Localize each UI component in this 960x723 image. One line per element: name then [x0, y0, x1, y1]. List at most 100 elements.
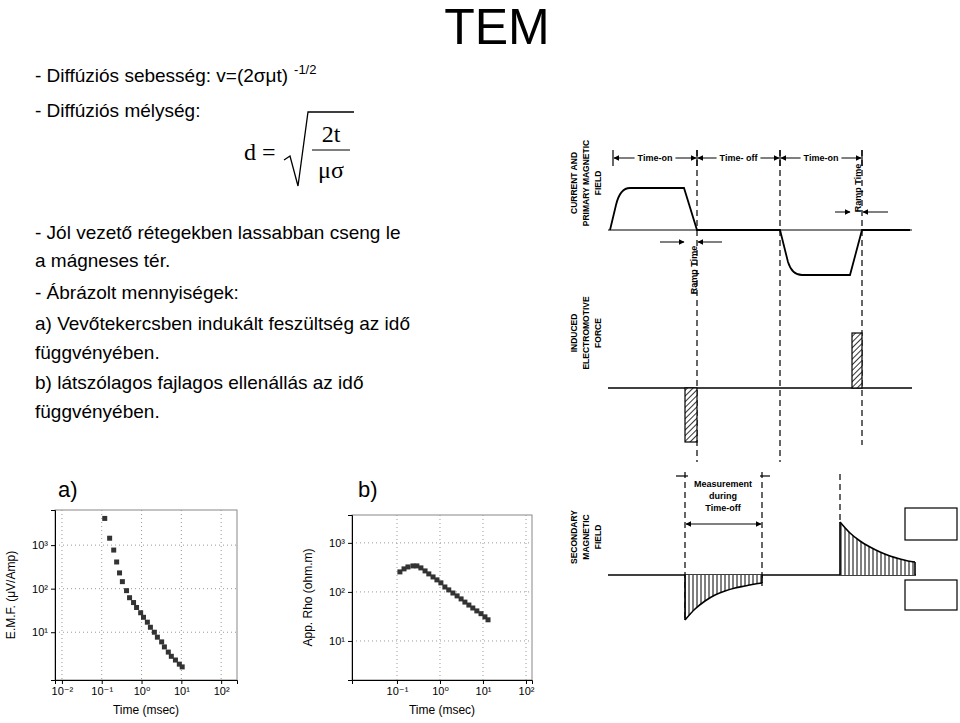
measurement-arrow: [686, 524, 761, 525]
fraction-bar: [312, 149, 350, 150]
y-tick-mark: [51, 589, 55, 590]
formula-eq: =: [262, 139, 276, 165]
x-tick-mark: [440, 680, 441, 684]
text-line: - Jól vezető rétegekben lassabban cseng …: [35, 222, 400, 243]
decay-area: [685, 575, 762, 620]
primary-waveform: [610, 188, 910, 275]
data-point: [127, 595, 132, 600]
x-tick-label: 10¹: [174, 685, 190, 697]
y-tick: 10²: [32, 583, 55, 595]
measurement-label: Measurement: [694, 479, 752, 489]
data-point: [486, 617, 491, 622]
text-line: függvényében.: [35, 401, 160, 422]
x-tick: 10²: [214, 680, 230, 697]
interval-label: Time-on: [804, 153, 839, 163]
chart-title: a): [58, 477, 78, 502]
text-line: - Diffúziós sebesség: v=(2σμt): [35, 65, 288, 86]
data-point: [152, 630, 157, 635]
data-point: [180, 664, 185, 669]
y-tick-mark: [51, 632, 55, 633]
x-tick-mark: [483, 680, 484, 684]
x-tick: 10²: [519, 680, 535, 697]
panel-label: INDUCED: [569, 314, 579, 353]
panel-label: FORCE: [593, 318, 603, 348]
y-axis: 10¹ 10² 10³: [32, 511, 55, 681]
measurement-label: during: [709, 491, 737, 501]
ramp-arrow: [660, 242, 684, 243]
chart-title: b): [358, 477, 378, 502]
data-point: [162, 644, 167, 649]
data-point: [155, 635, 160, 640]
dashed-guide: [761, 472, 762, 586]
y-tick-mark: [51, 545, 55, 546]
x-tick: 10⁰: [432, 680, 449, 697]
x-tick-label: 10⁻¹: [387, 685, 409, 697]
x-tick: 10¹: [476, 680, 492, 697]
x-tick: 10⁻²: [52, 680, 74, 697]
x-tick-label: 10⁻²: [52, 685, 74, 697]
ramp-time-label: Ramp Time: [689, 246, 699, 294]
y-tick-label: 10²: [329, 586, 345, 598]
plot-frame: [352, 515, 532, 680]
interval-tick: [861, 150, 862, 166]
interval-tick: [779, 150, 780, 166]
x-axis: 10⁻² 10⁻¹ 10⁰ 10¹ 10²: [52, 680, 238, 697]
formula-denominator: μσ: [318, 157, 344, 183]
x-grid-line: [61, 510, 62, 680]
x-grid-line: [101, 510, 102, 680]
data-point: [120, 579, 125, 584]
y-axis-line: [348, 516, 353, 681]
text-line: a) Vevőtekercsben indukált feszültség az…: [35, 313, 410, 334]
label-bg: [717, 151, 761, 164]
y-grid-line: [352, 591, 532, 592]
waveform-diagram: CURRENT ANDPRIMARY MAGNETICFIELDINDUCEDE…: [569, 140, 957, 622]
x-grid-line: [439, 515, 440, 680]
superscript: -1/2: [294, 62, 316, 77]
x-axis-line: [56, 681, 238, 685]
data-point: [124, 588, 129, 593]
x-tick-label: 10²: [519, 685, 535, 697]
interval-label: Time- off: [720, 153, 759, 163]
x-tick: 10¹: [174, 680, 190, 697]
ramp-time-label: Ramp Time: [853, 164, 863, 212]
ramp-arrow: [698, 242, 722, 243]
x-tick-mark: [397, 680, 398, 684]
x-tick: 10⁰: [134, 680, 151, 697]
x-tick-label: 10⁻¹: [91, 685, 113, 697]
y-tick-label: 10¹: [32, 626, 48, 638]
y-tick-label: 10²: [32, 583, 48, 595]
x-tick-mark: [526, 680, 527, 684]
decay-edge: [914, 562, 916, 575]
interval-tick: [696, 150, 697, 166]
ramp-arrow: [835, 212, 850, 213]
chart: b)10⁻¹10⁰10¹10²10¹10²10³Time (msec)App. …: [301, 477, 535, 717]
grid: [352, 515, 532, 680]
label-bg: [635, 151, 676, 164]
decay-edge: [839, 522, 841, 575]
dashed-guide: [779, 150, 780, 462]
x-tick-label: 10¹: [476, 685, 492, 697]
y-tick: 10³: [32, 539, 55, 551]
y-tick-mark: [348, 543, 352, 544]
slide-title: TEM: [444, 0, 550, 55]
data-point: [159, 639, 164, 644]
plot-frame: [55, 510, 237, 680]
slide: TEM- Diffúziós sebesség: v=(2σμt)-1/2- D…: [0, 0, 960, 723]
data-point: [405, 564, 410, 569]
x-grid-line: [482, 515, 483, 680]
interval-tick: [612, 150, 613, 166]
chart: a)10⁻²10⁻¹10⁰10¹10²10¹10²10³Time (msec)E…: [4, 477, 238, 717]
formula-lhs: d: [244, 139, 256, 165]
text-line: a mágneses tér.: [35, 250, 170, 271]
decay-edge: [761, 575, 763, 583]
y-grid-line: [55, 588, 237, 589]
text-line: b) látszólagos fajlagos ellenállás az id…: [35, 372, 363, 393]
decay-curve: [685, 583, 762, 620]
empty-box: [905, 508, 957, 540]
y-tick-label: 10¹: [329, 635, 345, 647]
x-grid-line: [396, 515, 397, 680]
data-point: [141, 615, 146, 620]
y-tick-mark: [348, 641, 352, 642]
y-axis-line: [51, 511, 56, 681]
y-tick: 10²: [329, 586, 352, 598]
